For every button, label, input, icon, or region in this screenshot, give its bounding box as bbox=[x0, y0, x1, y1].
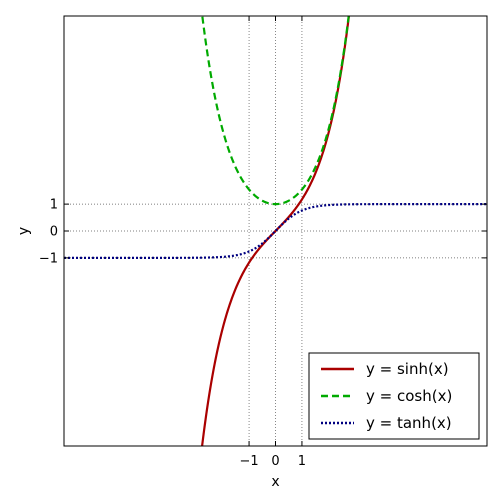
y-tick-label: −1 bbox=[39, 251, 58, 266]
x-tick-label: 0 bbox=[271, 454, 279, 469]
y-axis-label: y bbox=[16, 227, 32, 235]
x-tick-label: −1 bbox=[239, 454, 258, 469]
legend-label-cosh: y = cosh(x) bbox=[366, 387, 452, 405]
legend: y = sinh(x) y = cosh(x) y = tanh(x) bbox=[308, 352, 480, 440]
legend-label-tanh: y = tanh(x) bbox=[366, 414, 452, 432]
x-tick-label: 1 bbox=[298, 454, 306, 469]
y-tick-label: 0 bbox=[50, 225, 58, 240]
legend-label-sinh: y = sinh(x) bbox=[366, 360, 449, 378]
series-layer bbox=[64, 16, 487, 446]
series-line-sinh bbox=[200, 16, 351, 446]
series-line-cosh bbox=[201, 16, 350, 206]
series-line-tanh bbox=[64, 203, 487, 259]
x-axis-label: x bbox=[271, 474, 279, 490]
tick-layer: −1 0 1 −1 0 1 bbox=[39, 16, 487, 469]
y-tick-label: 1 bbox=[50, 198, 58, 213]
